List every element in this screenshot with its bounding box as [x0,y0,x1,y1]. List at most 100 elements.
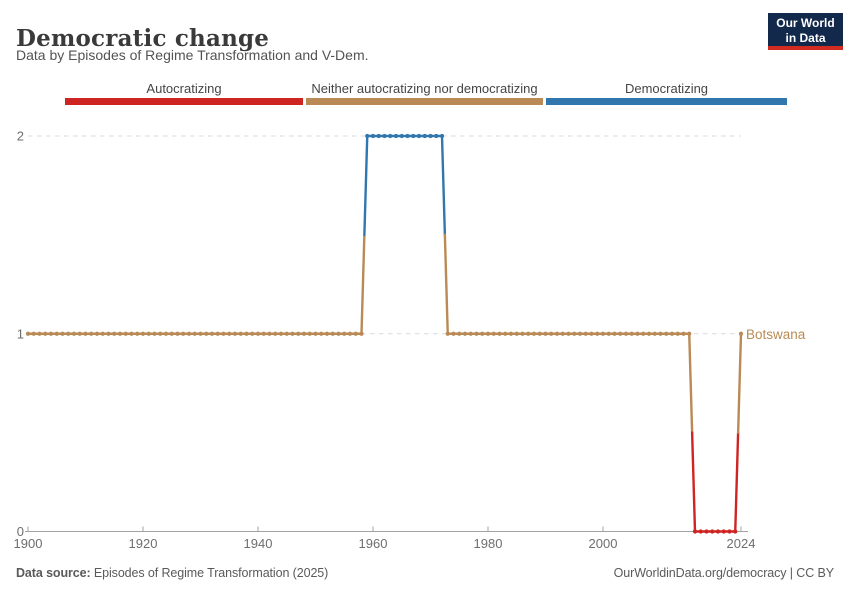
data-point-marker [66,331,71,336]
credit-link[interactable]: OurWorldinData.org/democracy | CC BY [613,566,834,580]
data-point-marker [480,331,485,336]
chart-subtitle: Data by Episodes of Regime Transformatio… [16,47,369,63]
data-point-marker [733,529,738,534]
data-point-marker [60,331,65,336]
data-point-marker [25,331,31,336]
legend-item-neither: Neither autocratizing nor democratizing [306,81,543,105]
data-point-marker [117,331,123,336]
data-point-marker [232,331,238,336]
data-point-marker [497,331,502,336]
legend-color-bar-tan [306,98,543,105]
data-point-marker [330,331,335,336]
data-point-marker [600,331,606,336]
data-point-marker [388,133,393,139]
data-point-marker [434,133,439,139]
y-axis-tick-label: 0 [17,524,24,539]
data-point-marker [221,331,226,336]
x-axis-tick-label: 1920 [129,536,158,551]
series-line-segment [734,431,740,533]
data-point-marker [313,331,318,336]
data-point-marker [244,331,249,336]
data-source-value[interactable]: Episodes of Regime Transformation (2025) [93,566,329,580]
legend-item-democratizing: Democratizing [546,81,787,105]
data-point-marker [675,331,680,336]
x-axis-tick-label: 1900 [14,536,43,551]
data-point-marker [376,133,381,139]
data-point-marker [278,331,284,336]
y-axis-tick-label: 2 [17,129,24,144]
data-point-marker [169,331,174,336]
y-axis-tick-label: 1 [17,326,24,341]
data-point-marker [77,331,82,336]
data-point-marker [71,331,77,336]
data-point-marker [83,331,88,336]
x-axis-tick-label: 2024 [727,536,756,551]
data-point-marker [393,133,399,139]
data-point-marker [37,331,42,336]
legend-label: Autocratizing [146,81,222,96]
data-point-marker [468,331,473,336]
data-point-marker [129,331,134,336]
data-point-marker [347,331,353,336]
data-point-marker [112,331,117,336]
data-point-marker [681,331,686,336]
data-point-marker [485,331,491,336]
data-point-marker [687,331,692,336]
data-point-marker [664,331,669,336]
data-point-marker [422,133,427,139]
series-line-segment [360,233,366,335]
data-point-marker [457,331,462,336]
data-point-marker [227,331,232,336]
data-point-marker [336,331,341,336]
data-point-marker [307,331,312,336]
data-point-marker [140,331,146,336]
owid-logo-line2: in Data [785,30,826,45]
data-point-marker [261,331,266,336]
data-point-marker [209,331,215,336]
data-point-marker [537,331,542,336]
data-point-marker [43,331,48,336]
data-point-marker [738,331,744,336]
data-point-marker [106,331,111,336]
data-point-marker [491,331,496,336]
series-line-segment [688,332,694,434]
data-point-marker [54,331,59,336]
data-point-marker [94,331,100,336]
data-point-marker [319,331,324,336]
data-point-marker [543,331,548,336]
legend-label: Neither autocratizing nor democratizing [311,81,538,96]
data-point-marker [146,331,151,336]
data-point-marker [215,331,220,336]
data-point-marker [186,331,192,336]
data-point-marker [31,331,36,336]
x-axis-tick-label: 1940 [244,536,273,551]
data-point-marker [267,331,272,336]
series-line-segment [690,431,697,533]
data-point-marker [365,133,370,139]
status-legend: Autocratizing Neither autocratizing nor … [0,81,850,107]
data-point-marker [181,331,186,336]
data-point-marker [531,331,537,336]
data-point-marker [589,331,594,336]
data-point-marker [508,331,514,336]
data-source-note: Data source: Episodes of Regime Transfor… [16,566,328,580]
data-point-marker [163,331,169,336]
data-point-marker [704,529,709,534]
data-point-marker [623,331,629,336]
entity-label-botswana: Botswana [746,327,806,342]
data-point-marker [566,331,571,336]
data-point-marker [462,331,468,336]
data-point-marker [359,331,364,336]
data-point-marker [652,331,657,336]
data-point-marker [382,133,387,139]
data-point-marker [428,133,433,139]
data-point-marker [284,331,289,336]
owid-logo[interactable]: Our World in Data [768,13,843,50]
data-point-marker [577,331,583,336]
data-point-marker [411,133,416,139]
data-point-marker [698,529,703,534]
data-point-marker [727,529,732,534]
series-line-segment [363,134,369,237]
